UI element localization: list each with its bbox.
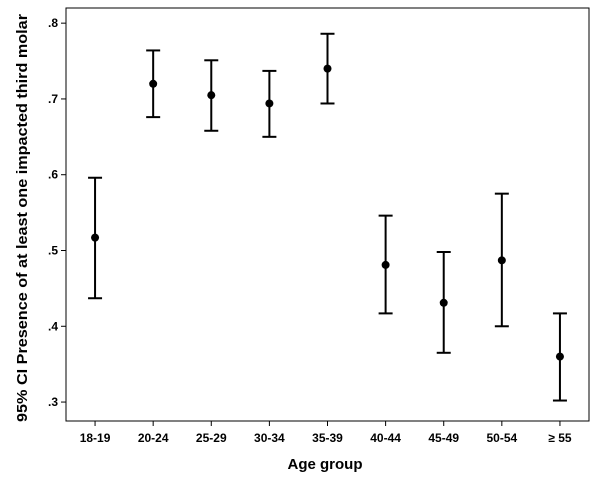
mean-point xyxy=(497,256,506,265)
mean-point xyxy=(381,260,390,269)
x-axis: 18-19 20-24 25-29 30-34 35-39 40-44 45-49 50-54… xyxy=(80,421,572,445)
x-tick-label: 30-34 xyxy=(254,431,285,445)
x-tick-label: 25-29 xyxy=(196,431,227,445)
x-tick-label: 45-49 xyxy=(428,431,459,445)
mean-point xyxy=(439,298,448,307)
mean-point xyxy=(207,91,216,100)
mean-point xyxy=(265,99,274,108)
y-axis-title: 95% CI Presence of at least one impacted… xyxy=(14,14,31,422)
x-tick-label: 20-24 xyxy=(138,431,169,445)
mean-point xyxy=(323,64,332,73)
x-axis-title: Age group xyxy=(288,456,363,473)
y-axis: .3 .4 .5 .6 .7 .8 xyxy=(48,16,66,409)
x-tick-label: ≥ 55 xyxy=(548,431,572,445)
y-tick-label: .4 xyxy=(48,319,58,333)
x-tick-label: 18-19 xyxy=(80,431,111,445)
x-tick-label: 50-54 xyxy=(486,431,517,445)
y-tick-label: .6 xyxy=(48,168,58,182)
mean-point xyxy=(91,233,100,242)
y-tick-label: .3 xyxy=(48,395,58,409)
mean-point xyxy=(149,79,158,88)
y-tick-label: .8 xyxy=(48,16,58,30)
data-marks xyxy=(88,32,567,402)
y-tick-label: .5 xyxy=(48,243,58,257)
x-tick-label: 40-44 xyxy=(370,431,401,445)
x-tick-label: 35-39 xyxy=(312,431,343,445)
mean-point xyxy=(555,352,564,361)
y-tick-label: .7 xyxy=(48,92,58,106)
